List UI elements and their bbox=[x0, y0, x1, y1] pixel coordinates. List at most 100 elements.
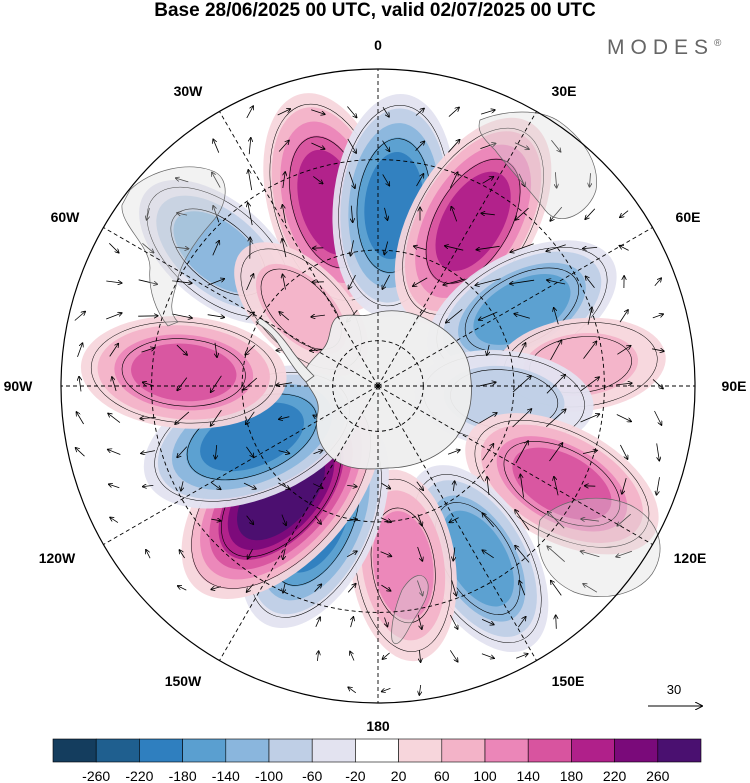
colorbar-swatch bbox=[95, 738, 140, 763]
wind-vector bbox=[277, 109, 291, 116]
colorbar-tick-label: -220 bbox=[125, 768, 153, 783]
colorbar-swatch bbox=[311, 738, 356, 763]
wind-vector bbox=[419, 684, 420, 695]
streamline bbox=[474, 419, 650, 548]
wind-vector bbox=[140, 417, 156, 418]
wind-vector bbox=[449, 650, 457, 661]
wind-vector bbox=[413, 277, 428, 286]
wind-vector bbox=[317, 651, 318, 661]
wind-vector bbox=[446, 308, 463, 322]
wind-vector bbox=[215, 342, 217, 357]
wind-vector bbox=[480, 143, 495, 149]
wind-vector bbox=[652, 349, 664, 351]
wind-vector bbox=[79, 377, 81, 392]
wind-vector bbox=[657, 477, 660, 495]
wind-vector bbox=[143, 485, 154, 486]
wind-vector bbox=[622, 477, 627, 494]
wind-vector bbox=[314, 584, 322, 592]
wind-vector bbox=[580, 414, 600, 423]
wind-vector bbox=[211, 482, 220, 490]
anomaly-center bbox=[465, 413, 659, 555]
wind-vector bbox=[346, 519, 357, 520]
wind-vector bbox=[449, 517, 459, 523]
wind-vector bbox=[416, 174, 424, 187]
meridian-line bbox=[219, 111, 379, 387]
streamline bbox=[90, 321, 277, 424]
wind-vector bbox=[478, 413, 497, 424]
wind-vector bbox=[212, 172, 221, 188]
wind-vector bbox=[515, 546, 530, 563]
wind-vector bbox=[382, 140, 390, 152]
wind-vector bbox=[547, 546, 565, 562]
wind-vector bbox=[77, 343, 83, 358]
colorbar-swatch bbox=[571, 738, 615, 763]
wind-vector bbox=[108, 450, 121, 455]
colorbar-swatch bbox=[139, 738, 183, 763]
colorbar-swatch bbox=[268, 738, 313, 763]
colorbar bbox=[52, 738, 702, 763]
wind-vector bbox=[249, 138, 251, 155]
wind-vector bbox=[586, 276, 595, 288]
wind-vector bbox=[380, 517, 391, 522]
wind-vector bbox=[384, 207, 388, 220]
africa-landmass bbox=[478, 111, 597, 220]
label-lon-90e: 90E bbox=[722, 378, 747, 394]
wind-vector bbox=[453, 481, 454, 491]
wind-vector bbox=[512, 409, 532, 428]
wind-vector bbox=[510, 279, 535, 284]
meridian-line bbox=[377, 227, 653, 387]
wind-vector bbox=[247, 583, 254, 592]
label-lon-120e: 120E bbox=[674, 550, 707, 566]
antarctica-landmass bbox=[304, 310, 472, 470]
modes-logo: MODES® bbox=[607, 36, 721, 60]
wind-vector bbox=[349, 274, 356, 289]
australia-landmass bbox=[538, 497, 661, 598]
wind-vector bbox=[519, 581, 526, 596]
wind-vector bbox=[417, 514, 422, 525]
colorbar-labels: -260 -220 -180 -140 -100 -60 -20 20 60 100 140 180 2… bbox=[82, 768, 670, 783]
wind-vector bbox=[351, 617, 354, 628]
wind-vector bbox=[656, 443, 660, 460]
wind-vector bbox=[350, 652, 355, 661]
wind-vector bbox=[451, 580, 457, 595]
wind-vector bbox=[313, 450, 323, 455]
reference-vector: 30 bbox=[648, 682, 702, 706]
wind-vector bbox=[482, 550, 494, 559]
wind-vector bbox=[445, 246, 464, 251]
wind-vector bbox=[175, 411, 190, 424]
wind-vector bbox=[109, 484, 120, 489]
wind-vector bbox=[415, 141, 425, 151]
wind-vector bbox=[315, 617, 320, 627]
wind-vector bbox=[384, 241, 389, 255]
colorbar-swatch bbox=[398, 738, 443, 763]
anomaly-field bbox=[80, 93, 666, 662]
colorbar-swatch bbox=[355, 738, 399, 763]
wind-vector bbox=[520, 474, 524, 498]
wind-vector bbox=[654, 410, 662, 425]
wind-vector bbox=[385, 617, 388, 627]
wind-vector bbox=[381, 483, 391, 488]
wind-vector bbox=[443, 278, 465, 285]
wind-vector bbox=[417, 614, 422, 629]
colorbar-swatch bbox=[52, 738, 97, 763]
wind-vector bbox=[551, 581, 562, 596]
wind-vector bbox=[109, 344, 119, 357]
wind-vector bbox=[142, 242, 153, 252]
colorbar-tick-label: -260 bbox=[82, 768, 110, 783]
meridian-line bbox=[377, 385, 537, 661]
colorbar-swatch bbox=[225, 738, 270, 763]
wind-vector bbox=[654, 278, 661, 287]
meridian-line bbox=[103, 227, 379, 387]
anomaly-contour bbox=[512, 447, 612, 520]
wind-vector bbox=[346, 551, 357, 558]
colorbar-tick-label: 140 bbox=[517, 768, 541, 783]
wind-vector bbox=[281, 514, 286, 526]
wind-vector bbox=[514, 314, 530, 319]
meridian-line bbox=[103, 385, 379, 545]
wind-vector bbox=[616, 414, 631, 422]
wind-vector bbox=[448, 140, 459, 153]
wind-vector bbox=[348, 171, 355, 188]
wind-vector bbox=[207, 314, 225, 318]
colorbar-tick-label: -100 bbox=[255, 768, 283, 783]
wind-vector bbox=[620, 210, 629, 218]
